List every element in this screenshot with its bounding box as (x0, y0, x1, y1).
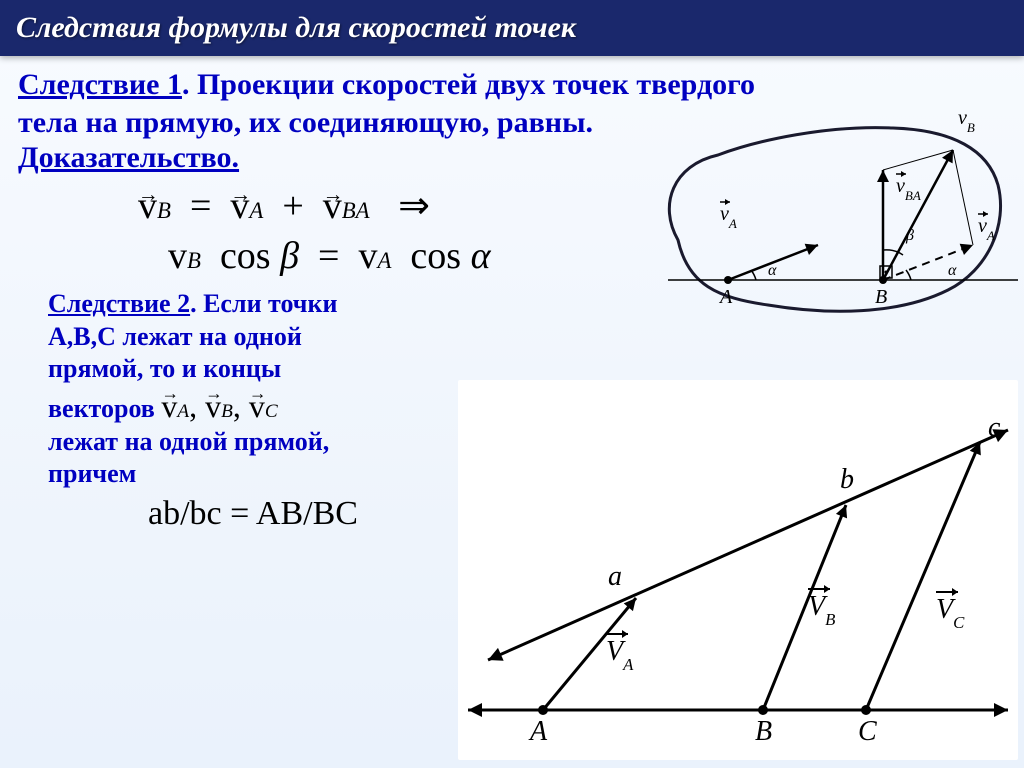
implies-symbol: ⇒ (398, 185, 430, 227)
svg-text:α: α (768, 262, 777, 279)
vec-vC-inline: →v (249, 386, 265, 426)
vec-vB: →v (138, 184, 157, 228)
svg-text:A: A (528, 716, 548, 747)
corollary-1-text-a: . Проекции скоростей двух точек твердого (182, 68, 755, 101)
svg-text:A: A (718, 286, 733, 308)
svg-text:vA: vA (720, 203, 737, 231)
svg-text:vA: vA (978, 215, 995, 243)
slide-title-bar: Следствия формулы для скоростей точек (0, 0, 1024, 56)
vec-vBA: →v (323, 184, 342, 228)
svg-text:B: B (875, 286, 887, 308)
svg-text:vB: vB (958, 110, 975, 135)
svg-text:VB: VB (808, 591, 835, 629)
vec-vA-inline: →v (161, 386, 177, 426)
svg-text:c: c (988, 412, 1001, 443)
svg-text:b: b (840, 464, 854, 495)
diagram-body-vectors: vB vBA vA vA A Bα α β (648, 110, 1018, 330)
svg-text:C: C (858, 716, 877, 747)
corollary-1-label: Следствие 1 (18, 68, 182, 101)
svg-text:a: a (608, 561, 622, 592)
corollary-2: Следствие 2. Если точки А,В,С лежат на о… (48, 288, 468, 491)
svg-text:VC: VC (936, 594, 965, 632)
vec-vB-inline: →v (205, 386, 221, 426)
svg-text:B: B (755, 716, 772, 747)
svg-text:VA: VA (606, 636, 634, 674)
corollary-2-label: Следствие 2 (48, 289, 190, 318)
slide-title: Следствия формулы для скоростей точек (16, 11, 576, 45)
svg-text:β: β (905, 227, 914, 244)
vec-vA: →v (230, 184, 249, 228)
diagram-collinear-points: A B Ca b c VA VB VC (458, 380, 1018, 760)
svg-text:vBA: vBA (896, 175, 921, 203)
svg-text:α: α (948, 262, 957, 279)
corollary-1: Следствие 1. Проекции скоростей двух точ… (18, 66, 1006, 104)
